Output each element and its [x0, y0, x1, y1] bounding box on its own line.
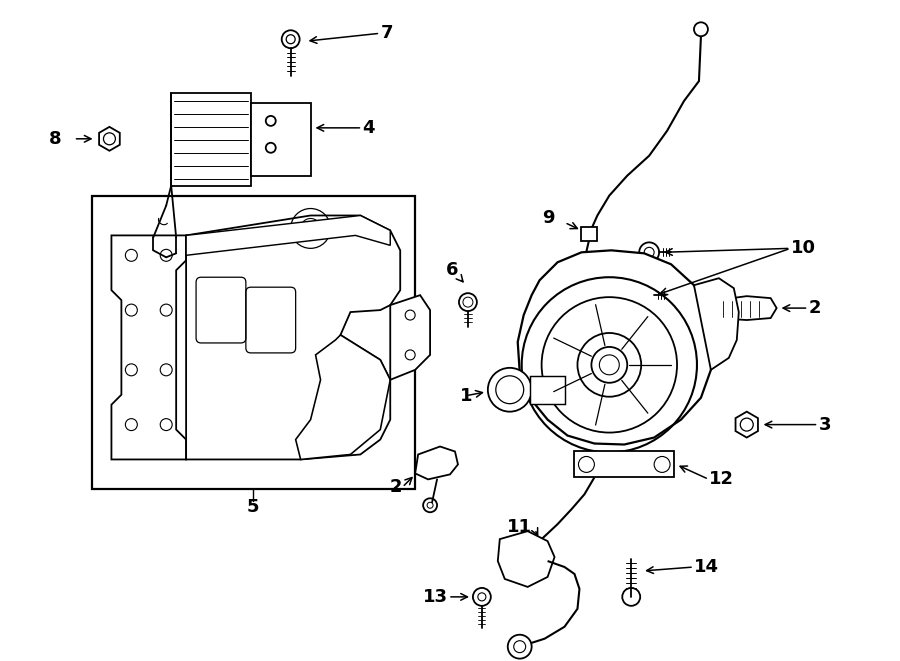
Polygon shape — [498, 531, 554, 587]
Text: 13: 13 — [423, 588, 448, 606]
Circle shape — [459, 293, 477, 311]
Polygon shape — [391, 295, 430, 380]
Circle shape — [622, 588, 640, 606]
Circle shape — [488, 368, 532, 412]
Bar — [92, 196, 415, 489]
Circle shape — [282, 30, 300, 48]
Circle shape — [694, 22, 708, 36]
Polygon shape — [251, 103, 310, 176]
Circle shape — [639, 243, 659, 262]
Text: 5: 5 — [247, 498, 259, 516]
Text: 14: 14 — [694, 558, 719, 576]
Circle shape — [423, 498, 437, 512]
Polygon shape — [171, 93, 251, 186]
Polygon shape — [574, 451, 674, 477]
Polygon shape — [581, 227, 598, 241]
Polygon shape — [415, 447, 458, 479]
Text: 10: 10 — [790, 239, 815, 257]
Text: 2: 2 — [808, 299, 821, 317]
Text: 6: 6 — [446, 261, 458, 279]
Text: 11: 11 — [507, 518, 532, 536]
Text: 12: 12 — [709, 471, 734, 488]
Polygon shape — [112, 235, 186, 459]
Text: 8: 8 — [49, 130, 61, 148]
Polygon shape — [717, 296, 777, 320]
Polygon shape — [694, 278, 739, 370]
Circle shape — [508, 635, 532, 658]
Polygon shape — [296, 335, 391, 459]
Polygon shape — [186, 215, 391, 255]
Polygon shape — [530, 376, 564, 404]
Polygon shape — [186, 215, 400, 459]
Text: 7: 7 — [381, 24, 392, 42]
Text: 3: 3 — [818, 416, 831, 434]
Circle shape — [472, 588, 490, 606]
Polygon shape — [518, 251, 714, 444]
Text: 4: 4 — [363, 119, 375, 137]
Text: 2: 2 — [390, 479, 402, 496]
Circle shape — [634, 285, 654, 305]
Text: 9: 9 — [542, 210, 554, 227]
Text: 1: 1 — [460, 387, 473, 405]
Circle shape — [591, 347, 627, 383]
